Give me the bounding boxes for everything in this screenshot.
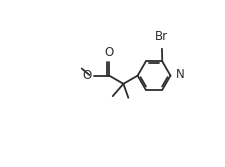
Text: O: O — [82, 69, 91, 82]
Text: Br: Br — [154, 30, 167, 43]
Text: O: O — [104, 46, 113, 59]
Text: N: N — [175, 68, 184, 81]
